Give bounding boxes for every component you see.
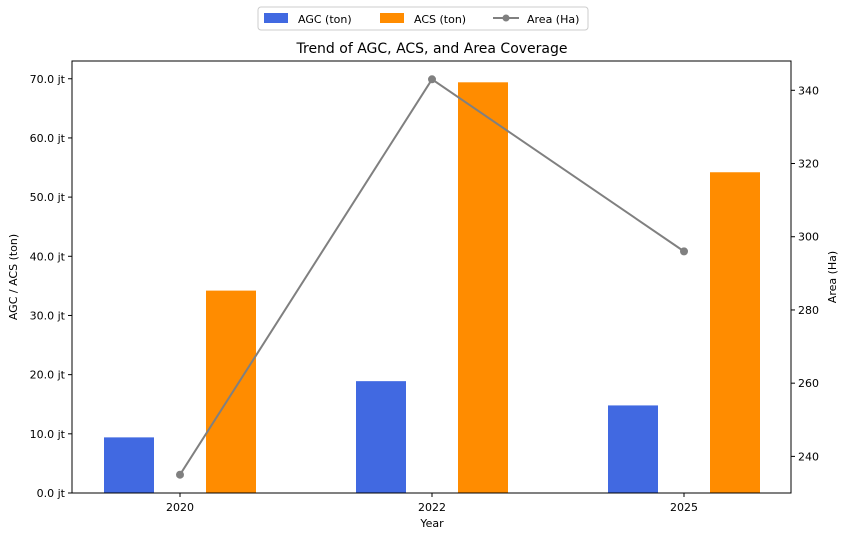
- legend-label-acs: ACS (ton): [414, 13, 466, 26]
- y-axis-label: AGC / ACS (ton): [7, 234, 20, 320]
- x-axis-label: Year: [419, 517, 444, 530]
- legend-label-agc: AGC (ton): [298, 13, 352, 26]
- y-tick-label: 10.0 jt: [30, 428, 66, 441]
- x-axis-ticks: 2020 2022 2025: [166, 493, 698, 514]
- y-tick-label: 50.0 jt: [30, 191, 66, 204]
- area-point-2020: [176, 470, 184, 479]
- y-tick-label: 0.0 jt: [37, 487, 66, 500]
- legend-swatch-acs: [380, 13, 404, 23]
- y2-tick-label: 240: [798, 450, 819, 463]
- y2-tick-label: 340: [798, 84, 819, 97]
- area-point-2025: [680, 247, 688, 256]
- y-tick-label: 20.0 jt: [30, 369, 66, 382]
- bars: [104, 82, 760, 493]
- y2-tick-label: 300: [798, 231, 819, 244]
- x-tick-label: 2025: [670, 501, 698, 514]
- y2-tick-label: 280: [798, 304, 819, 317]
- y-tick-label: 70.0 jt: [30, 73, 66, 86]
- y-tick-label: 30.0 jt: [30, 309, 66, 322]
- legend: AGC (ton) ACS (ton) Area (Ha): [257, 6, 589, 31]
- bar-acs-2025: [710, 172, 760, 493]
- plot-frame: [71, 60, 792, 494]
- left-axis-ticks: 0.0 jt 10.0 jt 20.0 jt 30.0 jt 40.0 jt 50.0 j…: [30, 73, 72, 500]
- legend-swatch-agc: [264, 13, 288, 23]
- bar-acs-2022: [458, 82, 508, 493]
- bar-acs-2020: [206, 290, 256, 493]
- x-tick-label: 2020: [166, 501, 194, 514]
- right-axis-ticks: 240 260 280 300 320 340: [791, 84, 819, 463]
- bar-agc-2022: [356, 381, 406, 493]
- bar-agc-2025: [608, 405, 658, 493]
- chart-title: Trend of AGC, ACS, and Area Coverage: [296, 41, 568, 57]
- x-tick-label: 2022: [418, 501, 446, 514]
- legend-frame: [257, 6, 589, 31]
- y2-tick-label: 320: [798, 158, 819, 171]
- area-line-series: [176, 75, 688, 479]
- y2-axis-label: Area (Ha): [826, 251, 839, 303]
- legend-label-area: Area (Ha): [527, 13, 579, 26]
- legend-swatch-area-marker: [502, 14, 510, 22]
- area-point-2022: [428, 75, 436, 84]
- y-tick-label: 60.0 jt: [30, 132, 66, 145]
- y2-tick-label: 260: [798, 377, 819, 390]
- y-tick-label: 40.0 jt: [30, 250, 66, 263]
- bar-agc-2020: [104, 437, 154, 493]
